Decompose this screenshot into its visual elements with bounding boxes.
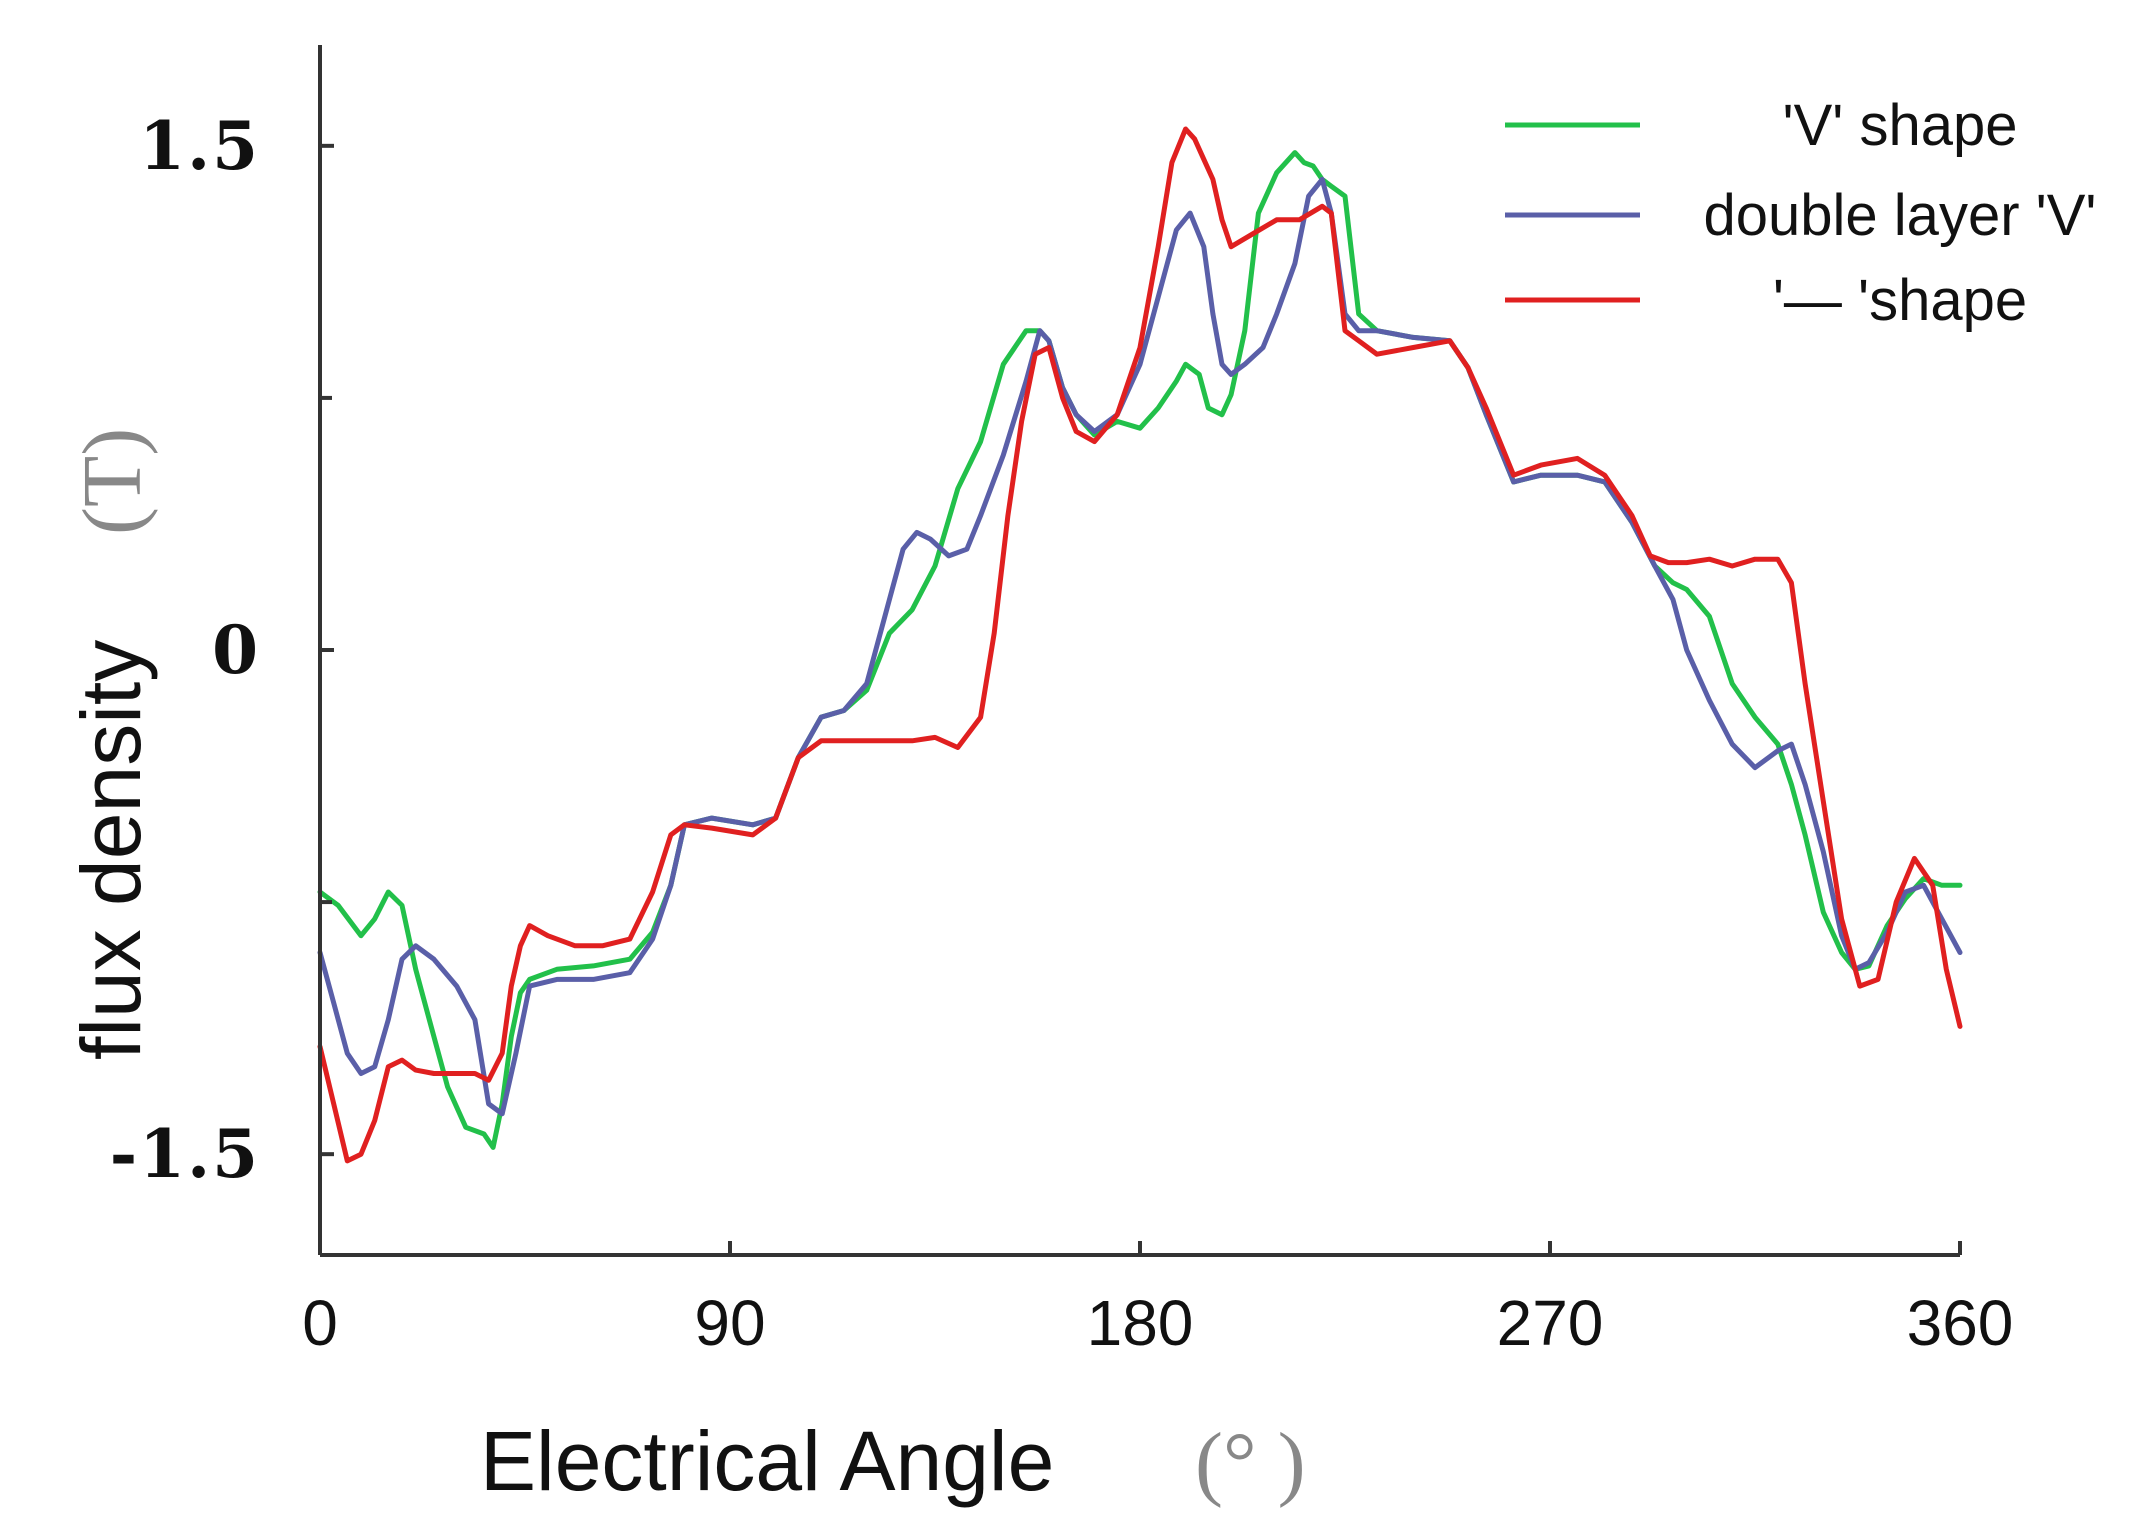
legend-label: double layer 'V' bbox=[1704, 183, 2097, 248]
series-layer bbox=[317, 126, 1963, 1164]
y-axis-unit: (T) bbox=[66, 428, 159, 535]
series-line-2 bbox=[317, 176, 1963, 1117]
x-tick-label: 360 bbox=[1907, 1287, 2014, 1359]
x-axis-unit: (° ) bbox=[1195, 1416, 1306, 1509]
x-ticks: 0 90 180 270 360 bbox=[302, 1241, 2013, 1359]
y-tick-label: 0 bbox=[212, 611, 260, 689]
x-tick-label: 270 bbox=[1497, 1287, 1604, 1359]
y-ticks: -1.5 0 1.5 bbox=[110, 107, 334, 1193]
x-axis-title: Electrical Angle bbox=[480, 1414, 1054, 1508]
series-line-3 bbox=[317, 126, 1963, 1164]
x-tick-label: 90 bbox=[694, 1287, 765, 1359]
y-tick-label: -1.5 bbox=[110, 1115, 260, 1193]
x-tick-label: 0 bbox=[302, 1287, 338, 1359]
y-axis-title-group: flux density (T) bbox=[64, 428, 159, 1060]
y-tick-label: 1.5 bbox=[139, 107, 260, 185]
legend-label: '— 'shape bbox=[1773, 268, 2027, 333]
series-line-1 bbox=[317, 150, 1963, 1150]
legend: 'V' shape double layer 'V' '— 'shape bbox=[1505, 93, 2096, 333]
x-tick-label: 180 bbox=[1087, 1287, 1194, 1359]
y-axis-title: flux density bbox=[64, 640, 158, 1060]
legend-label: 'V' shape bbox=[1783, 93, 2018, 158]
